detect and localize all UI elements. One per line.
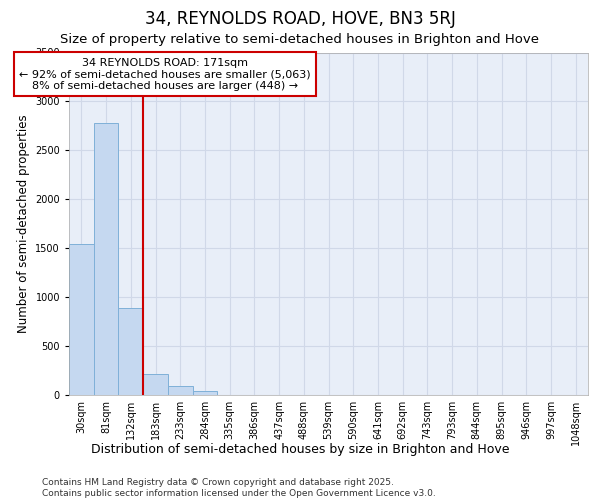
Bar: [168, 386, 193, 395]
Text: Size of property relative to semi-detached houses in Brighton and Hove: Size of property relative to semi-detach…: [61, 32, 539, 46]
Bar: [118, 308, 143, 395]
Bar: [193, 392, 217, 395]
Bar: [69, 244, 94, 395]
Bar: [143, 374, 168, 395]
Bar: [94, 123, 118, 395]
Text: 34, REYNOLDS ROAD, HOVE, BN3 5RJ: 34, REYNOLDS ROAD, HOVE, BN3 5RJ: [145, 10, 455, 28]
Text: Distribution of semi-detached houses by size in Brighton and Hove: Distribution of semi-detached houses by …: [91, 442, 509, 456]
Y-axis label: Number of semi-detached properties: Number of semi-detached properties: [17, 114, 29, 333]
Text: 34 REYNOLDS ROAD: 171sqm
← 92% of semi-detached houses are smaller (5,063)
8% of: 34 REYNOLDS ROAD: 171sqm ← 92% of semi-d…: [19, 58, 311, 91]
Text: Contains HM Land Registry data © Crown copyright and database right 2025.
Contai: Contains HM Land Registry data © Crown c…: [42, 478, 436, 498]
